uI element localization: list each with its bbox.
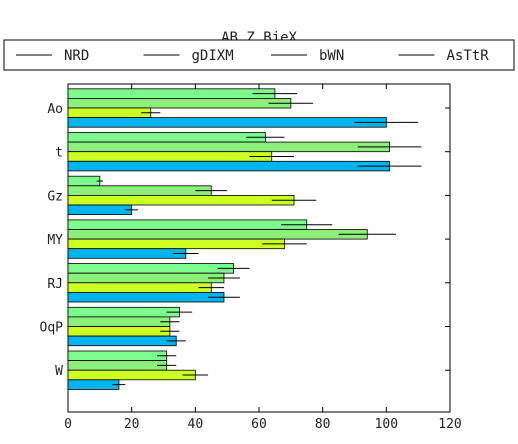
bar (67, 248, 187, 259)
bar (67, 360, 168, 371)
x-tick-label: 0 (64, 417, 72, 432)
bar (67, 229, 368, 240)
legend-label: NRD (64, 48, 89, 64)
bar (67, 151, 273, 162)
legend: NRD gDIXM bWN AsTtR (3, 39, 515, 71)
x-tick-label: 60 (251, 417, 267, 432)
bar (67, 272, 225, 284)
y-tick-label: W (55, 364, 63, 379)
y-tick-label: MY (47, 233, 63, 248)
y-tick-label: Ao (47, 102, 63, 117)
bar (67, 107, 152, 119)
bar (67, 238, 285, 250)
legend-label: bWN (319, 48, 344, 64)
bar (67, 132, 266, 143)
x-tick-label: 20 (124, 417, 140, 432)
y-tick-label: OqP (40, 321, 64, 336)
bar (67, 219, 308, 230)
x-tick-label: 40 (188, 417, 204, 432)
bar (67, 282, 212, 293)
bar (67, 88, 276, 99)
bar (67, 194, 295, 206)
bar (67, 141, 390, 153)
bar (67, 379, 120, 390)
legend-label: gDIXM (192, 48, 234, 64)
y-tick-label: Gz (47, 189, 63, 204)
bar (67, 350, 168, 362)
x-tick-label: 100 (375, 417, 398, 432)
bar (67, 98, 292, 109)
bar (67, 335, 177, 347)
y-tick-label: t (55, 146, 63, 161)
y-tick-label: RJ (47, 277, 63, 292)
x-tick-label: 80 (315, 417, 331, 432)
plot-area: 0 20 40 60 80 100 120 Ao t Gz MY RJ OqP W (40, 83, 462, 432)
bar (67, 204, 133, 216)
bar (67, 306, 180, 318)
legend-label: AsTtR (447, 48, 490, 64)
bar (67, 326, 171, 337)
bar (67, 316, 171, 327)
x-tick-label: 120 (438, 417, 461, 432)
bar (67, 291, 225, 303)
bar (67, 175, 101, 187)
bar (67, 263, 234, 274)
bar (67, 369, 196, 381)
bar (67, 160, 390, 172)
bar (67, 185, 212, 196)
bar (67, 117, 387, 128)
